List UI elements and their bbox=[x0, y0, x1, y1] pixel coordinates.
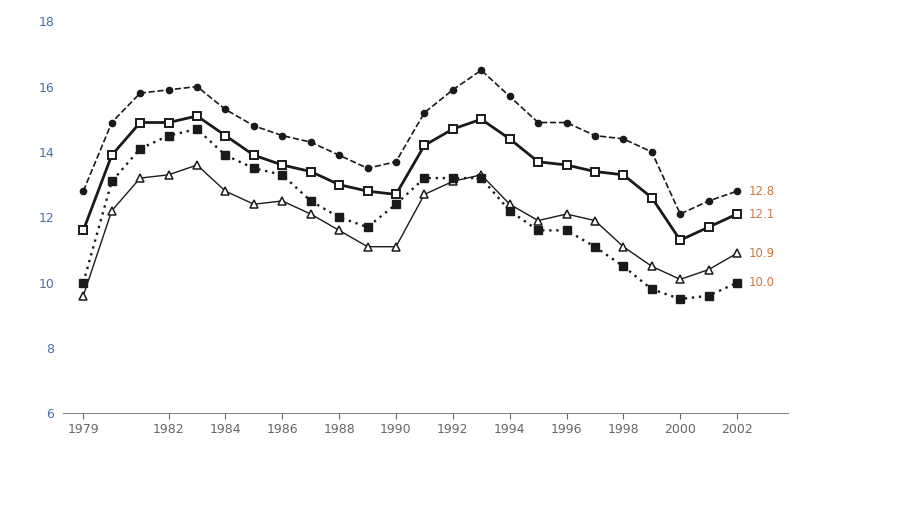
Text: 12.1: 12.1 bbox=[748, 208, 775, 220]
Text: 10.9: 10.9 bbox=[748, 247, 775, 260]
Text: 12.8: 12.8 bbox=[748, 184, 775, 198]
Text: 10.0: 10.0 bbox=[748, 276, 775, 289]
